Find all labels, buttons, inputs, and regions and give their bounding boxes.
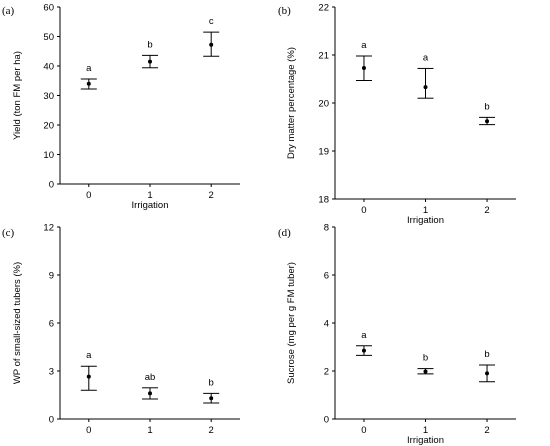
significance-letter: a (86, 63, 92, 74)
x-tick-label: 1 (147, 425, 152, 436)
data-point (209, 396, 214, 401)
panel-label: (a) (2, 5, 15, 17)
data-point (148, 391, 152, 396)
y-tick-label: 40 (43, 62, 54, 73)
significance-letter: b (147, 39, 152, 50)
y-tick-label: 6 (324, 271, 329, 282)
x-tick-label: 2 (209, 425, 214, 436)
data-point (485, 119, 490, 124)
y-axis-label: Sucrose (mg per g FM tuber) (286, 262, 297, 384)
x-tick-label: 1 (423, 425, 428, 436)
y-tick-label: 21 (318, 51, 329, 62)
data-point (86, 81, 91, 86)
y-tick-label: 20 (43, 121, 54, 132)
data-point (423, 85, 428, 90)
significance-letter: a (423, 52, 429, 63)
x-tick-label: 0 (361, 205, 366, 216)
y-axis-label: Dry matter percentage (%) (286, 47, 297, 159)
y-tick-label: 8 (324, 223, 329, 234)
y-tick-label: 30 (43, 91, 54, 102)
y-tick-label: 2 (324, 367, 329, 378)
y-axis-label: Yield (ton FM per ha) (12, 51, 23, 140)
panel-d-sucrose: (d) 0 2 4 6 8 0 1 2 Irrigation Sucrose (mg per g F… (278, 223, 516, 446)
significance-letter: a (361, 330, 367, 341)
data-point (148, 59, 152, 64)
x-tick-label: 0 (86, 425, 91, 436)
panel-a-yield: (a) 0 10 20 30 40 50 60 0 1 2 Irrigation Yield (ton … (2, 3, 240, 211)
significance-letter: b (423, 353, 428, 364)
x-tick-label: 1 (147, 190, 152, 201)
significance-letter: b (209, 377, 214, 388)
y-tick-label: 12 (43, 223, 54, 234)
x-axis-label: Irrigation (407, 215, 444, 226)
y-tick-label: 6 (49, 319, 54, 330)
data-point (209, 42, 214, 47)
x-tick-label: 0 (86, 190, 91, 201)
data-point (485, 371, 490, 376)
significance-letter: b (484, 349, 489, 360)
data-point (423, 369, 428, 374)
significance-letter: b (484, 101, 489, 112)
y-tick-label: 4 (324, 319, 329, 330)
x-tick-label: 2 (484, 425, 489, 436)
y-tick-label: 0 (49, 415, 54, 426)
y-tick-label: 3 (49, 367, 54, 378)
panel-b-dry-matter: (b) 18 19 20 21 22 0 1 2 Irrigation Dry matter per… (278, 3, 516, 226)
y-tick-label: 60 (43, 3, 54, 14)
y-tick-label: 19 (318, 147, 329, 158)
y-tick-label: 20 (318, 99, 329, 110)
significance-letter: c (209, 16, 214, 27)
significance-letter: a (86, 350, 92, 361)
y-tick-label: 50 (43, 32, 54, 43)
panel-label: (b) (278, 5, 291, 17)
panel-label: (d) (278, 227, 291, 239)
y-tick-label: 0 (324, 415, 329, 426)
x-axis-label: Irrigation (407, 435, 444, 446)
significance-letter: ab (145, 372, 156, 383)
x-tick-label: 2 (484, 205, 489, 216)
x-tick-label: 0 (361, 425, 366, 436)
y-tick-label: 22 (318, 3, 329, 14)
data-point (361, 65, 366, 70)
y-axis-label: WP of small-sized tubers (%) (12, 262, 23, 384)
x-tick-label: 1 (423, 205, 428, 216)
y-tick-label: 10 (43, 150, 54, 161)
panel-label: (c) (2, 227, 15, 239)
y-tick-label: 9 (49, 271, 54, 282)
significance-letter: a (361, 40, 367, 51)
data-point (86, 374, 91, 379)
data-point (361, 348, 366, 353)
y-tick-label: 18 (318, 195, 329, 206)
x-axis-label: Irrigation (132, 200, 169, 211)
y-tick-label: 0 (49, 180, 54, 191)
x-tick-label: 2 (209, 190, 214, 201)
